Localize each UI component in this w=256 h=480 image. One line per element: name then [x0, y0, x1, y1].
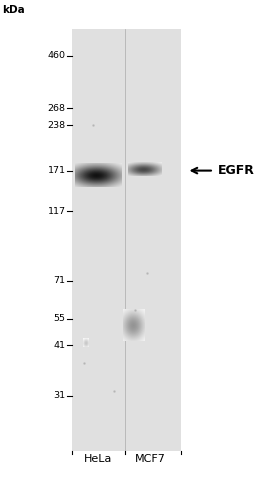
Text: 238: 238	[47, 120, 66, 130]
Text: kDa: kDa	[2, 5, 24, 15]
Text: 171: 171	[47, 166, 66, 175]
Bar	[72, 29, 181, 451]
Text: 460: 460	[47, 51, 66, 60]
Text: 71: 71	[54, 276, 66, 285]
Text: EGFR: EGFR	[218, 164, 255, 177]
Text: 55: 55	[54, 314, 66, 324]
Text: 41: 41	[54, 341, 66, 350]
Text: 31: 31	[53, 391, 66, 400]
Text: 117: 117	[47, 207, 66, 216]
Text: 268: 268	[47, 104, 66, 113]
Text: MCF7: MCF7	[135, 454, 166, 464]
Text: HeLa: HeLa	[84, 454, 112, 464]
